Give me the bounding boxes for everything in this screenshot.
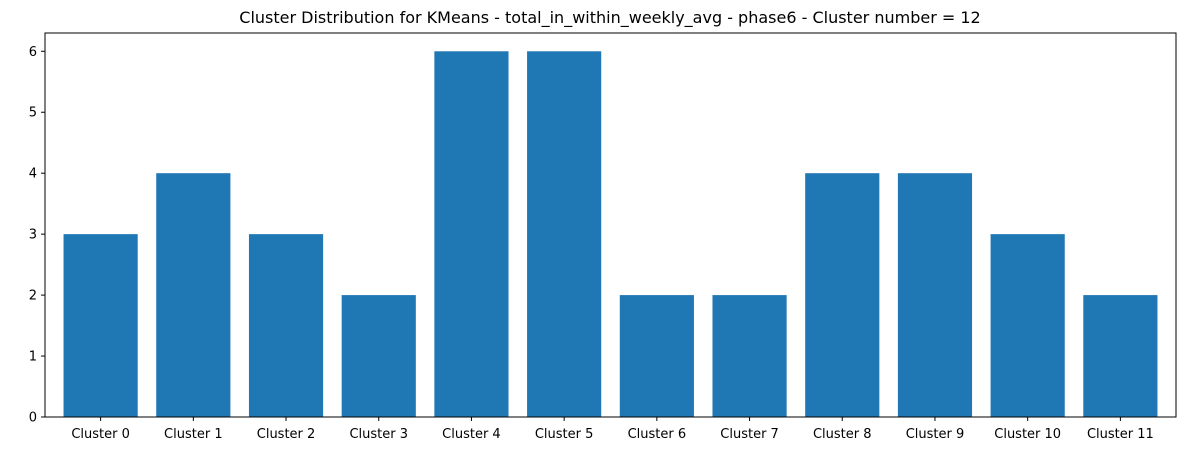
y-tick-label: 0 [29, 411, 37, 426]
bar-cluster-0 [63, 234, 138, 417]
x-tick-label: Cluster 8 [813, 427, 872, 442]
x-tick-label: Cluster 5 [535, 427, 594, 442]
x-tick-label: Cluster 0 [71, 427, 130, 442]
x-tick-label: Cluster 4 [442, 427, 501, 442]
bar-cluster-2 [248, 234, 324, 417]
bar-cluster-11 [1083, 295, 1158, 417]
x-tick-label: Cluster 1 [164, 427, 223, 442]
x-tick-label: Cluster 2 [257, 427, 316, 442]
x-tick-label: Cluster 9 [906, 427, 965, 442]
y-tick-label: 3 [29, 228, 37, 243]
y-tick-label: 2 [29, 289, 37, 304]
bar-cluster-6 [619, 295, 694, 417]
x-tick-label: Cluster 3 [349, 427, 408, 442]
bar-cluster-8 [805, 173, 880, 417]
bars-group [63, 51, 1158, 418]
bar-cluster-3 [341, 295, 416, 417]
bar-cluster-7 [712, 295, 787, 417]
bar-cluster-4 [434, 51, 509, 418]
bar-cluster-9 [897, 173, 973, 417]
y-axis: 0 1 2 3 4 5 6 [29, 45, 45, 426]
y-tick-label: 1 [29, 350, 37, 365]
y-tick-label: 4 [29, 167, 37, 182]
bar-cluster-10 [990, 234, 1065, 417]
chart-title: Cluster Distribution for KMeans - total_… [239, 8, 980, 28]
bar-cluster-5 [527, 51, 602, 418]
y-tick-label: 5 [29, 106, 37, 121]
x-tick-label: Cluster 10 [994, 427, 1061, 442]
y-tick-label: 6 [29, 45, 37, 60]
x-axis: Cluster 0 Cluster 1 Cluster 2 Cluster 3 Clus… [71, 417, 1154, 442]
x-tick-label: Cluster 6 [628, 427, 687, 442]
plot-frame [44, 32, 1177, 418]
x-tick-label: Cluster 11 [1087, 427, 1154, 442]
bar-cluster-1 [156, 173, 231, 417]
x-tick-label: Cluster 7 [720, 427, 779, 442]
